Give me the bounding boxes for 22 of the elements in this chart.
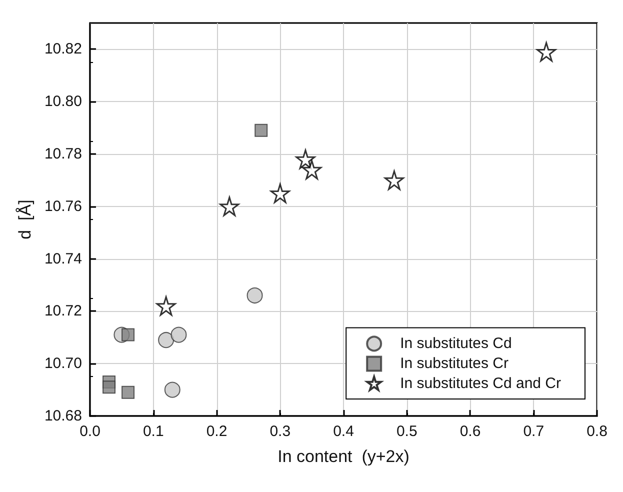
y-tick-label: 10.78 xyxy=(44,146,82,162)
y-tick-label: 10.76 xyxy=(44,198,82,215)
x-tick-label: 0.4 xyxy=(333,423,354,440)
x-tick-label: 0.0 xyxy=(80,423,100,440)
x-tick-label: 0.1 xyxy=(142,423,164,440)
y-tick-label: 10.68 xyxy=(44,408,82,424)
legend-label: In substitutes Cr xyxy=(400,355,508,372)
x-tick-label: 0.7 xyxy=(523,423,544,440)
y-tick-label: 10.80 xyxy=(44,93,82,110)
y-tick-label: 10.72 xyxy=(44,302,82,320)
legend-label: In substitutes Cd xyxy=(400,335,512,352)
y-axis-title: d [Å] xyxy=(16,200,35,240)
x-tick-label: 0.6 xyxy=(460,423,481,440)
legend-label: In substitutes Cd and Cr xyxy=(400,374,562,392)
y-tick-label: 10.70 xyxy=(44,355,82,372)
x-tick-label: 0.3 xyxy=(270,423,291,440)
y-tick-label: 10.82 xyxy=(44,40,82,58)
x-tick-label: 0.5 xyxy=(396,423,418,440)
y-tick-label: 10.74 xyxy=(44,250,82,268)
x-tick-label: 0.2 xyxy=(206,423,228,440)
x-tick-label: 0.8 xyxy=(586,423,608,440)
x-axis-title: In content (y+2x) xyxy=(278,447,410,466)
